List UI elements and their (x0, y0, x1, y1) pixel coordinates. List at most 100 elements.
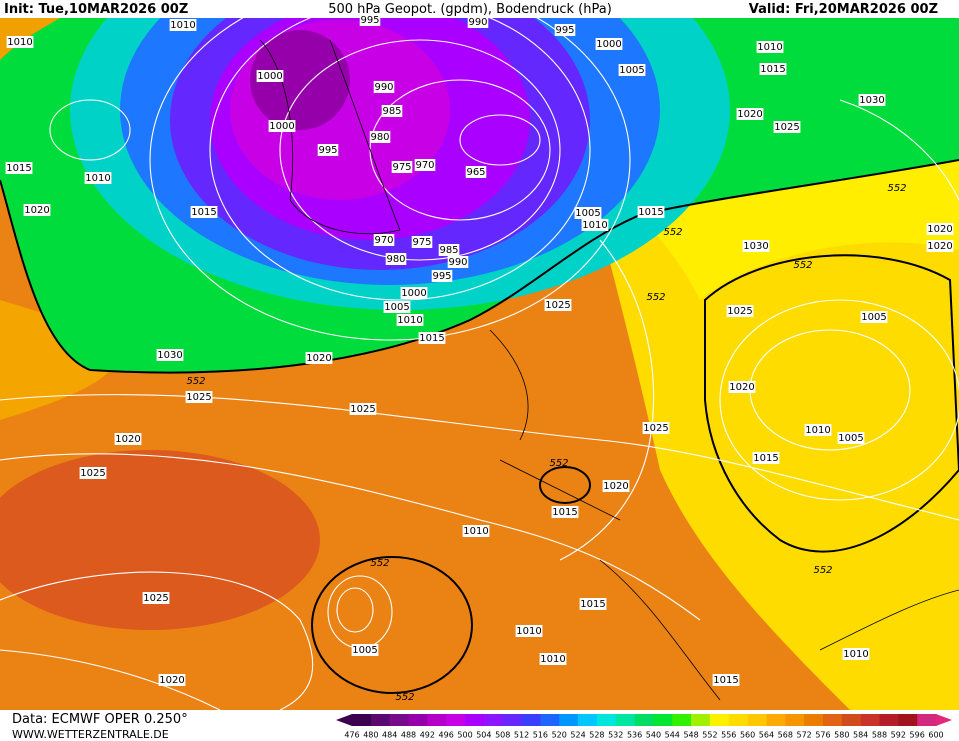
isobar-label: 1000 (596, 39, 621, 50)
colorbar-swatch (446, 714, 466, 726)
isobar-label-bg (256, 70, 284, 82)
colorbar-tick-label: 508 (495, 731, 510, 740)
isobar-label-bg (595, 38, 623, 50)
colorbar-swatch (615, 714, 636, 726)
isobar-label-bg (637, 206, 665, 218)
colorbar-tick-label: 580 (834, 731, 849, 740)
colorbar-tick-label: 564 (759, 731, 774, 740)
contour-label: 552 (887, 183, 906, 194)
isobar-label-bg (359, 14, 381, 26)
colorbar-tick-label: 576 (815, 731, 830, 740)
isobar-label: 965 (466, 167, 485, 178)
isobar-label: 1005 (838, 433, 863, 444)
isobar-label: 1020 (927, 241, 952, 252)
isobar-label: 1010 (7, 37, 32, 48)
isobar-label: 1010 (85, 173, 110, 184)
colorbar-high-arrow (936, 714, 952, 726)
isobar-label-bg (554, 24, 576, 36)
colorbar-swatch (860, 714, 880, 726)
colorbar-tick-label: 584 (853, 731, 868, 740)
isobar-label-bg (462, 525, 490, 537)
colorbar-tick-label: 588 (872, 731, 887, 740)
colorbar-tick-label: 532 (608, 731, 623, 740)
contour-label: 552 (395, 692, 414, 703)
isobar-label-bg (349, 403, 377, 415)
isobar-label: 1020 (729, 382, 754, 393)
isobar-label: 970 (374, 235, 393, 246)
colorbar-swatch (785, 714, 805, 726)
colorbar-swatch (672, 714, 692, 726)
isobar-label: 1010 (463, 526, 488, 537)
isobar-label: 1020 (737, 109, 762, 120)
isobar-label: 1025 (727, 306, 752, 317)
isobar-label: 1015 (419, 333, 444, 344)
isobar-label-bg (351, 644, 379, 656)
isobar-label-bg (467, 16, 489, 28)
isobar-label: 1000 (401, 288, 426, 299)
isobar-label: 1025 (80, 468, 105, 479)
colorbar-swatch (822, 714, 843, 726)
colorbar-swatch (898, 714, 918, 726)
isobar-label-bg (5, 162, 33, 174)
isobar-label-bg (169, 19, 197, 31)
isobar-label: 1030 (859, 95, 884, 106)
isobar-label-bg (712, 674, 740, 686)
isobar-label-bg (602, 480, 630, 492)
data-source: Data: ECMWF OPER 0.250° (12, 712, 188, 727)
colorbar-tick-label: 496 (439, 731, 454, 740)
isobar-label-bg (418, 332, 446, 344)
colorbar-swatch (370, 714, 391, 726)
isobar-label: 1015 (753, 453, 778, 464)
colorbar-swatch (389, 714, 410, 726)
isobar-label-bg (759, 63, 787, 75)
colorbar-swatch (578, 714, 598, 726)
colorbar-tick-label: 544 (665, 731, 680, 740)
isobar-label-bg (926, 240, 954, 252)
colorbar-swatch (465, 714, 485, 726)
init-time: Init: Tue,10MAR2026 00Z (4, 2, 188, 17)
isobar-label: 1020 (927, 224, 952, 235)
isobar-label-bg (190, 206, 218, 218)
isobar-label: 970 (415, 160, 434, 171)
isobar-label: 1010 (516, 626, 541, 637)
colorbar-swatch (559, 714, 579, 726)
isobar-label-bg (431, 270, 453, 282)
contour-label: 552 (186, 376, 205, 387)
colorbar-tick-label: 528 (589, 731, 604, 740)
colorbar-tick-label: 512 (514, 731, 529, 740)
isobar-label-bg (773, 121, 801, 133)
isobar-label: 1015 (6, 163, 31, 174)
isobar-label: 1015 (552, 507, 577, 518)
isobar-label: 1015 (760, 64, 785, 75)
isobar-label: 1010 (397, 315, 422, 326)
isobar-label-bg (574, 207, 602, 219)
isobar-label: 1030 (157, 350, 182, 361)
colorbar-tick-label: 556 (721, 731, 736, 740)
isobar-label: 1020 (24, 205, 49, 216)
isobar-label-bg (447, 256, 469, 268)
isobar-label-bg (383, 301, 411, 313)
isobar-label: 995 (318, 145, 337, 156)
isobar-label-bg (156, 349, 184, 361)
isobar-label-bg (551, 506, 579, 518)
isobar-label: 1030 (743, 241, 768, 252)
isobar-label-bg (373, 234, 395, 246)
isobar-label: 1010 (582, 220, 607, 231)
colorbar-tick-label: 596 (910, 731, 925, 740)
isobar-label: 1025 (186, 392, 211, 403)
colorbar-swatch (634, 714, 654, 726)
contour-label: 552 (370, 558, 389, 569)
isobar-label: 1005 (384, 302, 409, 313)
isobar-label: 1000 (269, 121, 294, 132)
contour-label: 552 (646, 292, 665, 303)
isobar-label-bg (23, 204, 51, 216)
isobar-label-bg (305, 352, 333, 364)
isobar-label-bg (385, 253, 407, 265)
isobar-label-bg (396, 314, 424, 326)
isobar-label: 1000 (257, 71, 282, 82)
isobar-label: 1010 (170, 20, 195, 31)
isobar-label-bg (373, 81, 395, 93)
isobar-label-bg (544, 299, 572, 311)
isobar-label-bg (268, 120, 296, 132)
